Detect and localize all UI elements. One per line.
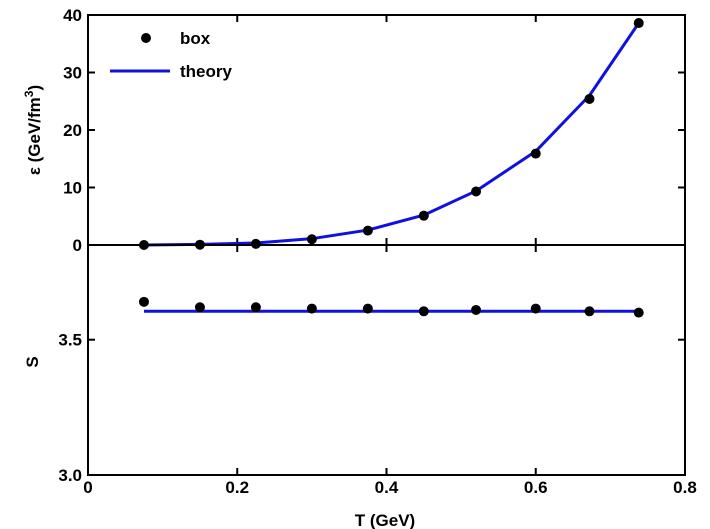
x-tick-label: 0 (83, 478, 92, 497)
bottom-box-point (530, 303, 541, 314)
bottom-box-point (362, 303, 373, 314)
legend-box-marker (141, 33, 151, 43)
bottom-box-point (306, 303, 317, 314)
bottom-box-point (138, 296, 149, 307)
top-frame (87, 14, 686, 246)
top-y-axis-label: ε (GeV/fm3) (22, 85, 44, 175)
top-box-point (471, 186, 482, 197)
top-panel: 0 10 20 30 40 (63, 6, 686, 255)
bottom-box-point (471, 304, 482, 315)
bottom-box-point (633, 307, 644, 318)
x-tick-label: 0.2 (225, 478, 249, 497)
legend-box-label: box (180, 29, 211, 48)
bottom-box-point (418, 306, 429, 317)
top-y-tick-label: 10 (63, 179, 82, 198)
top-box-point (306, 234, 317, 245)
bottom-panel: 0 0.2 0.4 0.6 0.8 3.0 3.5 (58, 244, 697, 497)
top-y-tick-label: 0 (73, 236, 82, 255)
x-axis-label: T (GeV) (355, 511, 415, 529)
bottom-y-axis-label: S (23, 356, 42, 367)
x-tick-label: 0.6 (524, 478, 548, 497)
legend: box theory (110, 29, 233, 81)
top-box-point (362, 225, 373, 236)
top-box-point (633, 18, 644, 29)
bottom-box-point (250, 302, 261, 313)
bottom-y-tick-label: 3.5 (58, 331, 82, 350)
bottom-frame (87, 244, 686, 476)
top-y-tick-label: 30 (63, 64, 82, 83)
bottom-box-point (584, 306, 595, 317)
bottom-y-tick-label: 3.0 (58, 466, 82, 485)
top-box-point (530, 148, 541, 159)
x-tick-label: 0.4 (375, 478, 399, 497)
bottom-box-point (194, 302, 205, 313)
top-box-point (250, 238, 261, 249)
top-box-point (584, 93, 595, 104)
x-tick-label: 0.8 (673, 478, 697, 497)
top-theory-line (143, 22, 640, 247)
legend-theory-label: theory (180, 62, 233, 81)
top-y-tick-label: 40 (63, 6, 82, 25)
top-y-tick-label: 20 (63, 121, 82, 140)
top-box-point (418, 210, 429, 221)
